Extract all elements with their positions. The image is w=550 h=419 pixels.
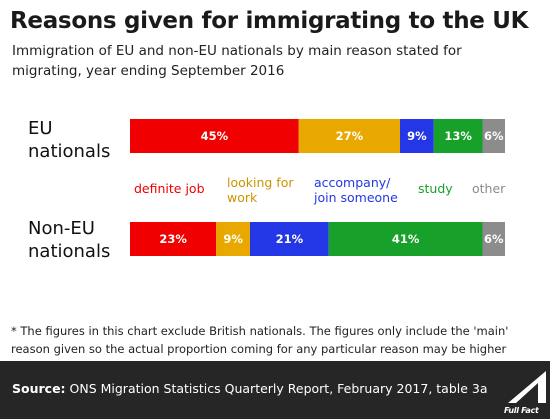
bar-segment-non-eu-study [328, 222, 483, 256]
source-label: Source: [12, 381, 66, 396]
legend-definite-job: definite job [134, 181, 205, 196]
data-label-eu-looking-for-work: 27% [336, 129, 364, 143]
category-label-non-eu: Non-EU nationals [28, 218, 111, 262]
data-label-eu-study: 13% [444, 129, 472, 143]
bar-segment-eu-study [433, 119, 483, 153]
full-fact-logo-icon: Full Fact [502, 369, 546, 415]
data-label-non-eu-study: 41% [392, 232, 420, 246]
chart-subtitle: Immigration of EU and non-EU nationals b… [12, 43, 462, 79]
legend-other: other [472, 181, 506, 196]
footer-bar: Source: ONS Migration Statistics Quarter… [0, 361, 550, 419]
logo-graphic [508, 371, 546, 403]
bar-segment-eu-accompany [400, 119, 434, 153]
legend-looking-for-work: looking for work [227, 175, 294, 205]
data-label-non-eu-definite-job: 23% [159, 232, 187, 246]
legend-accompany: accompany/ join someone [314, 175, 398, 205]
bar-segment-non-eu-definite-job [130, 222, 217, 256]
bar-segment-non-eu-other [482, 222, 505, 256]
stacked-bar-chart: 45% 27% 9% 13% 6% 23% 9% 21% 41% 6% [130, 119, 505, 256]
bar-segment-eu-definite-job [130, 119, 299, 153]
bar-segment-eu-other [482, 119, 505, 153]
bar-segment-non-eu-accompany [250, 222, 329, 256]
bar-segment-non-eu-looking-for-work [216, 222, 250, 256]
data-label-eu-accompany: 9% [407, 129, 427, 143]
legend-study: study [418, 181, 453, 196]
footnote: * The figures in this chart exclude Brit… [11, 324, 509, 356]
data-label-eu-other: 6% [484, 129, 504, 143]
chart-title: Reasons given for immigrating to the UK [10, 8, 529, 34]
data-label-eu-definite-job: 45% [201, 129, 229, 143]
data-label-non-eu-accompany: 21% [276, 232, 304, 246]
logo-text: Full Fact [504, 406, 539, 415]
source-citation: ONS Migration Statistics Quarterly Repor… [65, 381, 488, 396]
category-label-eu: EU nationals [28, 118, 111, 162]
source-text: Source: ONS Migration Statistics Quarter… [12, 381, 488, 396]
data-label-non-eu-looking-for-work: 9% [223, 232, 243, 246]
bar-segment-eu-looking-for-work [298, 119, 400, 153]
data-label-non-eu-other: 6% [484, 232, 504, 246]
